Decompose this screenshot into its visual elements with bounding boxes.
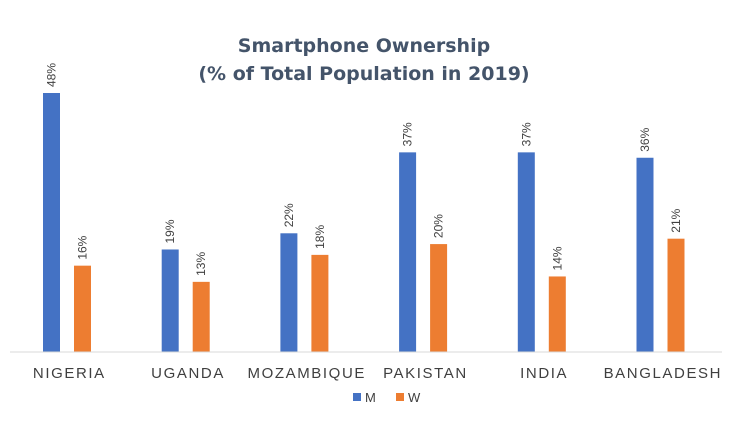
data-label-m-uganda: 19% (163, 219, 177, 243)
category-label-pakistan: PAKISTAN (383, 365, 468, 382)
bar-w-nigeria (74, 265, 91, 352)
category-label-bangladesh: BANGLADESH (604, 365, 723, 382)
bar-w-mozambique (311, 254, 329, 352)
bar-w-uganda (192, 281, 210, 352)
data-labels-group: 48% 16% 19% 13% 22% 18% 37% 20% 37% 14% 36% 21% (45, 63, 684, 276)
data-label-m-mozambique: 22% (282, 203, 296, 227)
bar-m-uganda (161, 249, 179, 352)
category-label-india: INDIA (520, 365, 568, 382)
category-label-uganda: UGANDA (151, 365, 225, 382)
category-label-nigeria: NIGERIA (33, 365, 106, 382)
bar-w-india (548, 276, 566, 352)
bar-m-mozambique (280, 233, 298, 352)
bar-m-pakistan (399, 152, 417, 352)
bar-w-pakistan (430, 244, 448, 352)
chart-title-line-2: (% of Total Population in 2019) (198, 63, 529, 85)
data-label-m-bangladesh: 36% (638, 127, 652, 151)
data-label-w-pakistan: 20% (432, 214, 446, 238)
legend-label-w: W (408, 390, 421, 405)
data-label-m-pakistan: 37% (401, 122, 415, 146)
data-label-w-bangladesh: 21% (669, 208, 683, 232)
bars-group (43, 93, 685, 352)
legend-label-m: M (365, 390, 376, 405)
bar-m-india (517, 152, 535, 352)
category-labels-group: NIGERIA UGANDA MOZAMBIQUE PAKISTAN INDIA BANG… (33, 365, 723, 382)
data-label-w-nigeria: 16% (76, 235, 90, 259)
data-label-m-nigeria: 48% (45, 63, 59, 87)
legend-swatch-m (353, 393, 361, 401)
data-label-w-india: 14% (550, 246, 564, 270)
bar-m-bangladesh (636, 157, 654, 352)
data-label-w-mozambique: 18% (313, 225, 327, 249)
data-label-w-uganda: 13% (194, 252, 208, 276)
bar-w-bangladesh (667, 238, 685, 352)
category-label-mozambique: MOZAMBIQUE (247, 365, 366, 382)
chart-title-line-1: Smartphone Ownership (238, 35, 490, 57)
bar-m-nigeria (43, 93, 60, 352)
data-label-m-india: 37% (519, 122, 533, 146)
legend-swatch-w (396, 393, 404, 401)
